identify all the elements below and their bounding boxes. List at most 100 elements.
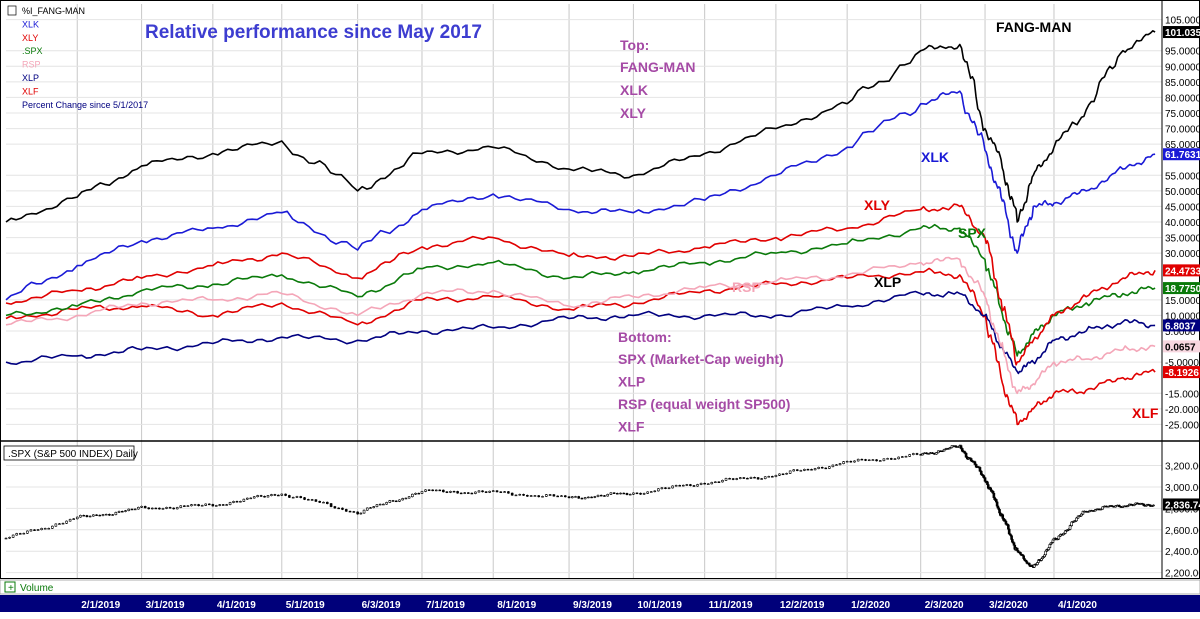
candle-body [660,487,664,490]
annotation-bottom-item: XLF [618,419,645,435]
candle-body [474,491,477,494]
candle-body [545,494,548,497]
candle-body [394,500,398,503]
candle-body [556,495,559,498]
candle-body [889,458,893,460]
candle-body [635,492,639,495]
candle-body [563,495,567,498]
lower-panel [4,444,1155,568]
annotation-bottom: Bottom: SPX (Market-Cap weight) XLP RSP (eq… [618,329,790,435]
y-tick-label: 2,600.00 [1165,526,1200,537]
candle-body [92,514,95,517]
candle-body [491,490,495,492]
candle-body [466,492,470,494]
candle-body [239,501,242,503]
candle-body [590,496,593,499]
candle-body [325,501,329,504]
candle-body [792,469,796,472]
candle-body [735,478,739,480]
last-value-box [1163,366,1200,379]
candle-body [721,480,724,483]
candle-body [706,483,710,485]
y-tick-label: 30.0000 [1165,249,1200,260]
candle-body [570,496,574,499]
candle-body [382,503,385,506]
legend-entry: %I_FANG-MAN [22,6,85,16]
candle-body [763,476,767,479]
candle-body [628,493,632,496]
candle-body [699,482,703,485]
candle-body [667,487,671,490]
candle-body [795,469,799,471]
candle-body [337,507,340,510]
candle-body [427,489,431,491]
candle-body [295,496,299,498]
candle-body [979,470,983,475]
series-label: XLK [921,149,949,165]
candle-body [459,492,463,495]
candle-body [560,495,563,497]
candle-body [43,528,47,530]
candle-body [689,484,692,486]
annotation-top-item: XLY [620,105,647,121]
candle-body [307,499,310,501]
annotation-bottom-item: XLP [618,374,645,390]
candle-body [175,507,179,510]
candle-body [168,507,172,509]
last-value-label: 61.7631 [1165,150,1200,161]
candle-body [948,447,952,450]
legend-entry: XLP [22,73,39,83]
candle-body [849,460,853,463]
candle-body [1081,511,1085,515]
candle-body [753,477,756,479]
candle-body [101,514,105,516]
candle-body [362,509,366,514]
candle-body [310,499,314,501]
last-value-flag: 18.7750 [1163,282,1200,295]
candle-body [228,502,232,505]
candle-body [529,495,533,497]
candle-body [882,458,886,461]
candle-body [456,491,459,494]
legend-entry: RSP [22,60,41,70]
candle-body [599,494,603,497]
candle-body [1080,513,1083,517]
candle-body [893,458,897,460]
candle-body [391,500,395,502]
candle-body [927,453,930,455]
candle-body [956,446,960,448]
candle-body [417,492,421,495]
candle-body [921,453,924,456]
candle-body [901,456,904,458]
candle-body [1075,517,1078,522]
candle-body [940,450,944,453]
candle-body [606,494,609,497]
y-tick-label: -5.0000 [1165,358,1199,369]
candle-body [246,497,249,500]
x-tick-label: 4/1/2019 [217,600,256,611]
candle-body [1070,521,1073,526]
candle-body [85,515,89,518]
candle-body [806,469,810,471]
candle-body [95,514,98,516]
candle-body [375,504,379,507]
annotation-bottom-item: SPX (Market-Cap weight) [618,351,784,367]
last-value-flag: 24.4733 [1163,264,1200,277]
candle-body [36,529,40,531]
candle-body [781,473,785,476]
candle-body [221,504,225,506]
candle-body [774,475,778,477]
series-line [5,203,1156,366]
last-value-box [1163,148,1200,161]
candle-body [619,492,622,495]
candle-body [842,461,845,464]
candle-body [51,525,54,529]
last-value-box [1163,26,1200,39]
candle-body [211,504,215,507]
candle-body [1062,533,1065,535]
legend-checkbox-icon [7,5,17,16]
candle-body [270,494,273,496]
candle-body [442,489,445,493]
candle-body [120,511,124,513]
